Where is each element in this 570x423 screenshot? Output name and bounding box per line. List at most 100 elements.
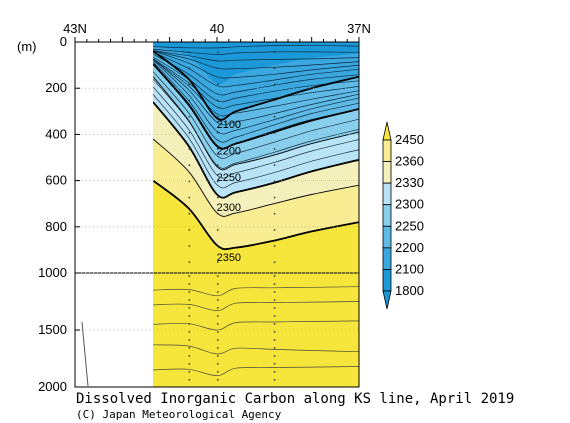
contour-line <box>153 301 359 311</box>
sample-point <box>273 275 276 277</box>
sample-point <box>188 347 191 349</box>
contour-label: 2300 <box>217 202 241 214</box>
contour-line <box>153 94 359 189</box>
sample-point <box>188 275 191 277</box>
sample-point <box>273 347 276 349</box>
contour-line-major <box>153 76 359 171</box>
sample-point <box>217 212 219 215</box>
sample-point <box>217 379 219 381</box>
sample-point <box>273 355 276 357</box>
credit-text: (C) Japan Meteorological Agency <box>76 408 282 421</box>
sample-point <box>217 299 219 301</box>
sample-point <box>188 261 191 263</box>
sample-point <box>273 339 276 341</box>
sample-point <box>217 148 219 150</box>
sample-point <box>188 180 191 183</box>
sample-points <box>188 51 276 381</box>
y-tick-label: 200 <box>45 80 67 95</box>
sample-point <box>273 164 276 166</box>
chart-title: Dissolved Inorganic Carbon along KS line… <box>76 391 514 407</box>
sample-point <box>273 307 276 309</box>
contour-line <box>153 58 359 126</box>
sample-point <box>273 283 276 285</box>
colorbar-label: 2300 <box>395 197 424 212</box>
x-tick-label: 37N <box>347 21 371 36</box>
sample-point <box>188 51 191 53</box>
sample-point <box>273 379 276 381</box>
sample-point <box>217 355 219 357</box>
sample-point <box>188 315 191 317</box>
y-tick-label: 1000 <box>38 265 67 280</box>
sample-point <box>217 132 219 134</box>
colorbar: 2450 2360 2330 2300 2250 2200 2100 1800 <box>382 121 424 310</box>
sample-point <box>273 323 276 325</box>
sample-point <box>273 261 276 263</box>
sample-point <box>217 315 219 317</box>
sample-point <box>273 291 276 293</box>
contour-line <box>153 71 359 159</box>
band-surface <box>153 42 359 85</box>
sample-point <box>188 148 191 150</box>
sample-point <box>217 371 219 373</box>
colorbar-box <box>382 161 392 184</box>
sample-point <box>217 164 219 166</box>
sample-point <box>217 245 219 247</box>
sample-point <box>217 115 219 118</box>
contour-line <box>153 58 359 117</box>
sample-point <box>273 229 276 231</box>
sample-point <box>188 371 191 373</box>
contour-line <box>153 50 359 79</box>
sample-point <box>217 180 219 183</box>
sample-point <box>273 245 276 247</box>
x-tick-label: 40 <box>210 21 224 36</box>
contour-line <box>153 50 359 70</box>
contour-line <box>153 44 359 49</box>
contour-line-major <box>153 50 359 121</box>
sample-point <box>217 323 219 325</box>
sample-point <box>273 363 276 365</box>
sample-point <box>217 229 219 231</box>
sample-point <box>217 99 219 102</box>
sample-point <box>188 323 191 325</box>
sample-point <box>273 212 276 215</box>
sample-point <box>217 51 219 53</box>
colorbar-label: 2200 <box>395 240 424 255</box>
y-tick-label: 1500 <box>38 322 67 337</box>
sample-point <box>273 99 276 102</box>
x-tick-label: 43N <box>63 21 87 36</box>
contour-line-major <box>153 101 359 199</box>
sample-point <box>217 275 219 277</box>
sample-point <box>188 291 191 293</box>
colorbar-label: 2250 <box>395 218 424 233</box>
sample-point <box>188 99 191 102</box>
sample-point <box>188 363 191 365</box>
y-tick-label: 800 <box>45 219 67 234</box>
sample-point <box>188 212 191 215</box>
contour-line <box>153 86 359 179</box>
colorbar-box <box>382 269 392 292</box>
contour-labels: 2100 2200 2250 2300 2350 <box>217 119 241 264</box>
colorbar-box <box>382 204 392 227</box>
sample-point <box>188 307 191 309</box>
sample-point <box>273 115 276 118</box>
contour-line-major <box>153 138 359 217</box>
sample-point <box>273 67 276 69</box>
contour-line <box>153 344 359 355</box>
sample-point <box>188 339 191 341</box>
sample-point <box>273 83 276 86</box>
sample-point <box>217 83 219 86</box>
sample-point <box>188 331 191 333</box>
sample-point <box>217 347 219 349</box>
y-axis: 0 200 400 600 800 1000 1500 2000 <box>38 34 359 394</box>
sample-point <box>273 196 276 199</box>
sample-point <box>217 291 219 293</box>
sample-point <box>217 283 219 285</box>
colorbar-label: 2330 <box>395 175 424 190</box>
sample-point <box>273 371 276 373</box>
colorbar-box <box>382 247 392 270</box>
filled-contour-bands <box>153 42 359 387</box>
sample-point <box>217 261 219 263</box>
sample-point <box>217 307 219 309</box>
y-axis-unit: (m) <box>17 39 37 54</box>
